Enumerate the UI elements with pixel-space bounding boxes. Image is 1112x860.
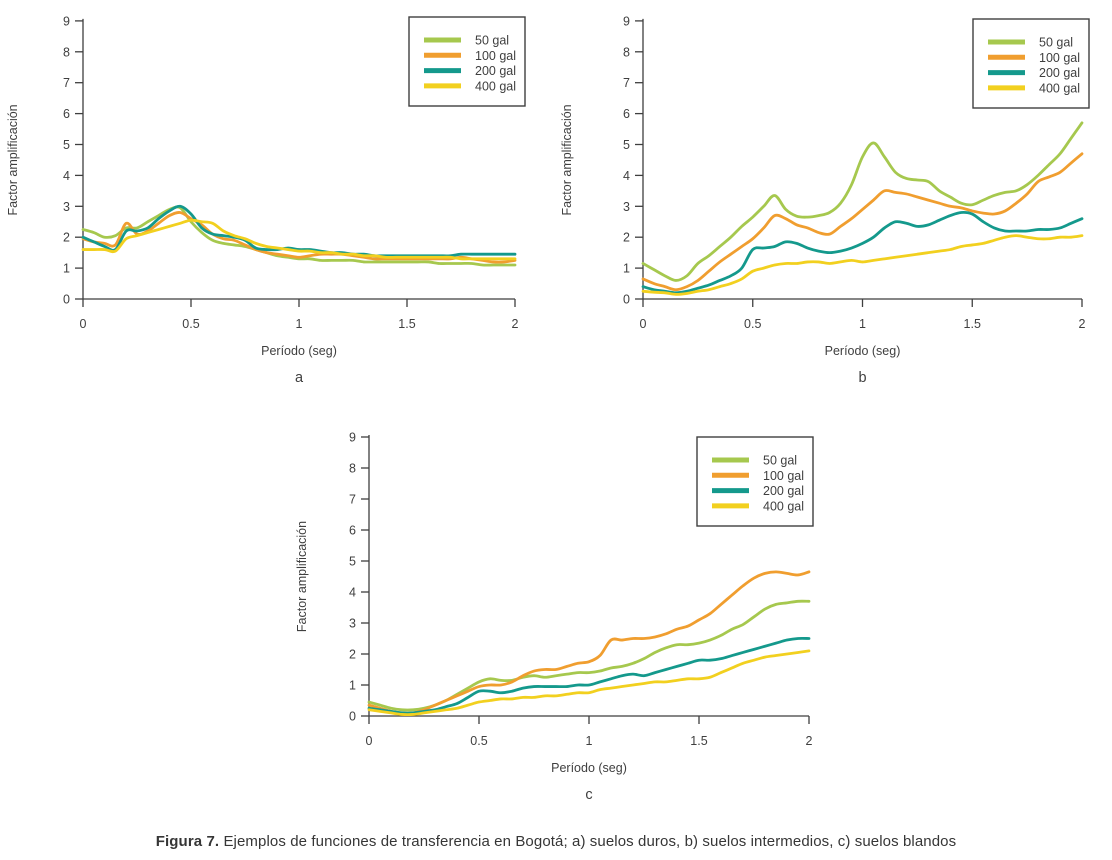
y-tick-label-4: 4 bbox=[349, 586, 356, 600]
y-tick-label-3: 3 bbox=[63, 200, 70, 214]
x-axis-title: Período (seg) bbox=[261, 344, 337, 358]
legend-label-400-gal: 400 gal bbox=[763, 499, 804, 513]
y-tick-label-1: 1 bbox=[349, 679, 356, 693]
legend-label-400-gal: 400 gal bbox=[1039, 81, 1080, 95]
y-axis-title: Factor amplificación bbox=[295, 521, 309, 632]
legend-label-200-gal: 200 gal bbox=[475, 64, 516, 78]
y-tick-label-4: 4 bbox=[63, 169, 70, 183]
x-tick-label-1.5: 1.5 bbox=[964, 317, 981, 331]
figure-caption: Figura 7. Ejemplos de funciones de trans… bbox=[0, 833, 1112, 850]
y-tick-label-2: 2 bbox=[623, 231, 630, 245]
figure-caption-text: Ejemplos de funciones de transferencia e… bbox=[219, 833, 957, 850]
series-line-200-gal bbox=[81, 204, 517, 258]
y-tick-label-5: 5 bbox=[349, 555, 356, 569]
chart-c-axes bbox=[361, 435, 810, 724]
y-tick-label-3: 3 bbox=[623, 200, 630, 214]
y-tick-label-1: 1 bbox=[63, 262, 70, 276]
series-line-100-gal bbox=[81, 210, 517, 264]
x-tick-label-1: 1 bbox=[296, 317, 303, 331]
y-tick-label-6: 6 bbox=[349, 524, 356, 538]
y-tick-label-5: 5 bbox=[63, 138, 70, 152]
chart-b-suelos-intermedios: 0 1 2 3 4 5 6 7 8 9 0 0.5 1 1.5 2 Factor amplificación P… bbox=[552, 0, 1112, 415]
series-line-400-gal bbox=[641, 234, 1084, 296]
x-tick-label-2: 2 bbox=[1079, 317, 1086, 331]
series-line-400-gal bbox=[367, 649, 811, 717]
chart-b-svg: 0 1 2 3 4 5 6 7 8 9 0 0.5 1 1.5 2 Factor amplificación P… bbox=[560, 14, 1090, 386]
y-tick-label-2: 2 bbox=[63, 231, 70, 245]
series-line-400-gal bbox=[81, 218, 517, 261]
x-tick-label-1.5: 1.5 bbox=[690, 734, 707, 748]
y-tick-label-9: 9 bbox=[63, 14, 70, 28]
legend-label-400-gal: 400 gal bbox=[475, 79, 516, 93]
series-line-100-gal bbox=[641, 152, 1084, 292]
series-line-100-gal bbox=[367, 570, 811, 715]
legend-box bbox=[972, 18, 1090, 109]
series-line-200-gal bbox=[367, 636, 811, 715]
x-axis-title: Período (seg) bbox=[825, 344, 901, 358]
legend-label-200-gal: 200 gal bbox=[763, 484, 804, 498]
y-tick-label-7: 7 bbox=[623, 76, 630, 90]
x-tick-label-1: 1 bbox=[586, 734, 593, 748]
y-tick-label-2: 2 bbox=[349, 648, 356, 662]
series-line-50-gal bbox=[81, 205, 517, 267]
y-axis-title: Factor amplificación bbox=[6, 104, 20, 215]
legend-label-50-gal: 50 gal bbox=[475, 34, 509, 48]
panel-label-b: b bbox=[858, 370, 866, 386]
x-tick-label-1.5: 1.5 bbox=[398, 317, 415, 331]
legend-label-50-gal: 50 gal bbox=[763, 454, 797, 468]
x-tick-label-0.5: 0.5 bbox=[470, 734, 487, 748]
panel-label-c: c bbox=[585, 787, 592, 803]
legend-box bbox=[696, 436, 814, 527]
y-tick-label-3: 3 bbox=[349, 617, 356, 631]
y-tick-label-1: 1 bbox=[623, 262, 630, 276]
series-line-200-gal bbox=[641, 210, 1084, 295]
y-tick-label-6: 6 bbox=[63, 107, 70, 121]
figure-caption-number: Figura 7. bbox=[155, 833, 220, 850]
x-tick-label-0.5: 0.5 bbox=[744, 317, 761, 331]
x-axis-title: Período (seg) bbox=[551, 761, 627, 775]
y-tick-label-9: 9 bbox=[349, 431, 356, 445]
legend-label-100-gal: 100 gal bbox=[763, 469, 804, 483]
y-tick-label-0: 0 bbox=[349, 710, 356, 724]
y-tick-label-5: 5 bbox=[623, 138, 630, 152]
x-tick-label-0.5: 0.5 bbox=[182, 317, 199, 331]
x-tick-label-2: 2 bbox=[512, 317, 519, 331]
chart-a-suelos-duros: 0 1 2 3 4 5 6 7 8 9 0 0.5 1 1.5 2 Factor amplificación P… bbox=[0, 0, 552, 415]
chart-c-svg: 0 1 2 3 4 5 6 7 8 9 0 0.5 1 1.5 2 Factor amplificación P… bbox=[295, 431, 814, 803]
y-axis-title: Factor amplificación bbox=[560, 104, 574, 215]
y-tick-label-7: 7 bbox=[63, 76, 70, 90]
chart-a-svg: 0 1 2 3 4 5 6 7 8 9 0 0.5 1 1.5 2 Factor amplificación P… bbox=[6, 14, 526, 386]
x-tick-label-1: 1 bbox=[859, 317, 866, 331]
x-tick-label-2: 2 bbox=[806, 734, 813, 748]
y-tick-label-6: 6 bbox=[623, 107, 630, 121]
series-line-50-gal bbox=[641, 121, 1084, 282]
chart-b-axes bbox=[635, 18, 1083, 307]
legend-label-50-gal: 50 gal bbox=[1039, 36, 1073, 50]
legend-label-100-gal: 100 gal bbox=[1039, 51, 1080, 65]
chart-a-axes bbox=[75, 18, 516, 307]
legend-label-100-gal: 100 gal bbox=[475, 49, 516, 63]
legend-box bbox=[408, 16, 526, 107]
y-tick-label-9: 9 bbox=[623, 14, 630, 28]
y-tick-label-0: 0 bbox=[623, 293, 630, 307]
panel-label-a: a bbox=[295, 370, 304, 386]
chart-c-suelos-blandos: 0 1 2 3 4 5 6 7 8 9 0 0.5 1 1.5 2 Factor amplificación P… bbox=[280, 420, 840, 840]
y-tick-label-7: 7 bbox=[349, 493, 356, 507]
y-tick-label-8: 8 bbox=[623, 45, 630, 59]
y-tick-label-4: 4 bbox=[623, 169, 630, 183]
x-tick-label-0: 0 bbox=[640, 317, 647, 331]
y-tick-label-8: 8 bbox=[349, 462, 356, 476]
y-tick-label-8: 8 bbox=[63, 45, 70, 59]
x-tick-label-0: 0 bbox=[80, 317, 87, 331]
legend-label-200-gal: 200 gal bbox=[1039, 66, 1080, 80]
x-tick-label-0: 0 bbox=[366, 734, 373, 748]
y-tick-label-0: 0 bbox=[63, 293, 70, 307]
